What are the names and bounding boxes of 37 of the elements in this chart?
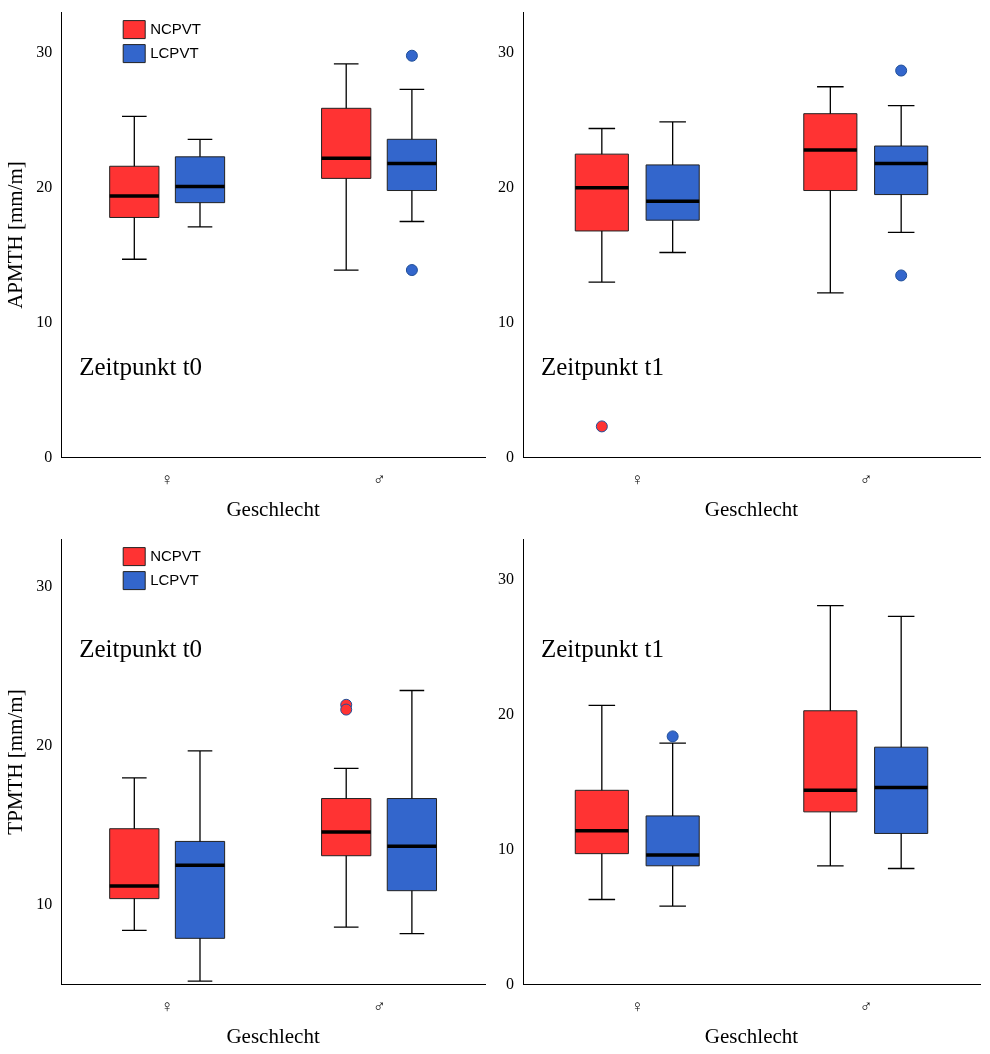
x-tick-label: ♀ [630, 997, 644, 1017]
y-tick-label: 0 [506, 447, 514, 465]
legend-label: LCPVT [150, 570, 199, 588]
y-tick-label: 10 [36, 312, 53, 330]
y-tick-label: 20 [36, 736, 53, 754]
y-axis-title: APMTH [mm/m] [3, 161, 28, 309]
annotation: Zeitpunkt t1 [541, 635, 664, 663]
x-axis-title: Geschlecht [226, 1023, 320, 1048]
y-tick-label: 0 [44, 447, 53, 465]
x-tick-label: ♀ [630, 470, 644, 490]
y-tick-label: 10 [36, 895, 53, 913]
x-axis-title: Geschlecht [704, 496, 799, 521]
x-tick-label: ♀ [160, 997, 174, 1017]
x-tick-label: ♂ [859, 997, 873, 1017]
legend-label: NCPVT [150, 19, 202, 37]
y-axis-title: TPMTH [mm/m] [3, 689, 28, 835]
x-tick-label: ♂ [859, 470, 873, 490]
x-axis-title: Geschlecht [226, 496, 320, 521]
legend-label: LCPVT [150, 43, 199, 61]
y-tick-label: 30 [498, 570, 514, 588]
x-tick-label: ♂ [372, 997, 386, 1017]
y-tick-label: 20 [36, 178, 53, 196]
y-tick-label: 30 [36, 43, 53, 61]
legend-label: NCPVT [150, 546, 202, 564]
y-tick-label: 30 [498, 43, 514, 61]
y-tick-label: 20 [498, 705, 514, 723]
x-tick-label: ♂ [372, 470, 386, 490]
y-tick-label: 0 [506, 974, 514, 992]
annotation: Zeitpunkt t1 [541, 353, 664, 380]
y-tick-label: 20 [498, 178, 514, 196]
annotation: Zeitpunkt t0 [79, 635, 203, 663]
x-tick-label: ♀ [160, 470, 174, 490]
y-tick-label: 30 [36, 577, 53, 595]
annotation: Zeitpunkt t0 [79, 353, 203, 380]
y-tick-label: 10 [498, 839, 514, 857]
x-axis-title: Geschlecht [704, 1023, 799, 1048]
y-tick-label: 10 [498, 312, 514, 330]
